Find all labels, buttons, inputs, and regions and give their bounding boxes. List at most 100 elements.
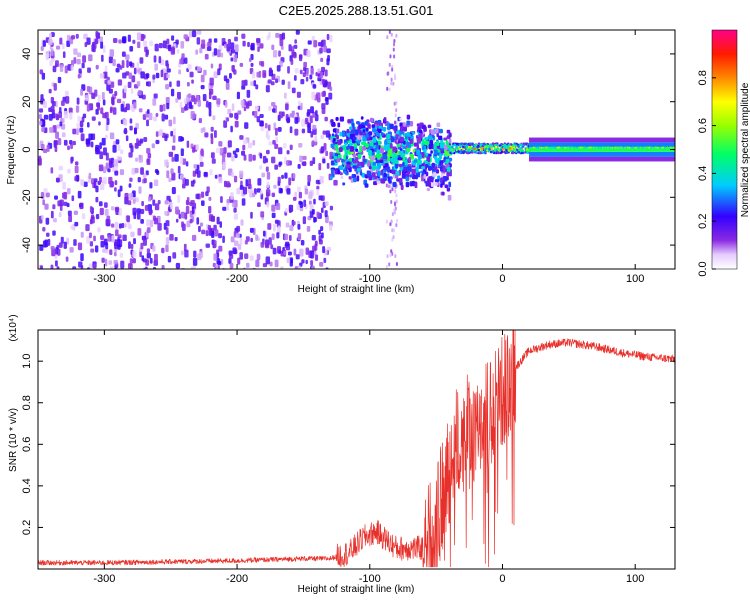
heatmap-cell [315,110,318,116]
heatmap-cell [405,176,410,182]
y-tick-label: 20 [21,96,33,108]
heatmap-cell [138,186,142,194]
heatmap-cell [360,116,364,120]
heatmap-cell [101,92,105,100]
heatmap-cell [212,262,216,268]
heatmap-cell [321,107,326,114]
heatmap-cell [393,39,396,44]
heatmap-cell [132,199,136,204]
heatmap-cell [374,125,378,130]
heatmap-cell [55,100,58,108]
heatmap-cell [112,59,116,67]
heatmap-cell [196,37,201,45]
heatmap-cell [575,146,578,149]
heatmap-cell [254,110,258,118]
heatmap-cell [233,213,239,220]
heatmap-cell [250,211,253,219]
heatmap-cell [399,148,403,152]
heatmap-cell [442,191,445,196]
heatmap-cell [424,137,429,141]
heatmap-cell [256,116,260,123]
heatmap-cell [145,259,150,266]
heatmap-cell [394,254,397,259]
heatmap-cell [311,91,316,100]
heatmap-cell [318,163,322,171]
heatmap-cell [185,161,189,167]
heatmap-cell [58,107,62,113]
heatmap-cell [45,217,50,225]
heatmap-cell [347,132,351,138]
heatmap-cell [95,31,99,38]
heatmap-cell [105,162,109,169]
heatmap-cell [477,142,481,145]
heatmap-cell [208,196,212,201]
heatmap-cell [71,35,76,40]
heatmap-cell [114,241,118,250]
heatmap-cell [43,100,47,108]
heatmap-cell [301,259,305,264]
heatmap-cell [431,162,435,168]
heatmap-cell [209,169,213,176]
heatmap-cell [292,196,297,201]
heatmap-cell [127,200,132,206]
heatmap-cell [123,119,128,126]
heatmap-cell [395,33,398,38]
heatmap-cell [593,146,596,149]
heatmap-cell [374,175,378,180]
heatmap-cell [154,63,158,71]
heatmap-cell [120,103,124,112]
heatmap-cell [41,72,46,80]
heatmap-cell [392,235,395,240]
heatmap-cell [143,267,147,269]
heatmap-cell [384,167,390,171]
heatmap-cell [43,114,49,120]
heatmap-cell [111,163,115,168]
heatmap-cell [349,126,353,130]
heatmap-cell [202,93,207,102]
heatmap-cell [159,104,164,112]
heatmap-cell [230,236,235,243]
heatmap-cell [95,196,99,203]
heatmap-cell [44,203,49,210]
heatmap-cell [284,172,288,179]
heatmap-cell [661,146,664,149]
heatmap-cell [462,145,465,149]
heatmap-cell [462,149,466,153]
heatmap-cell [63,201,68,206]
heatmap-cell [406,114,411,120]
heatmap-cell [116,155,122,161]
heatmap-cell [155,131,159,137]
heatmap-cell [154,179,159,187]
x-tick-label: -300 [93,273,115,285]
heatmap-cell [222,162,227,169]
heatmap-cell [108,158,112,166]
heatmap-cell [355,148,359,152]
heatmap-cell [179,101,183,109]
heatmap-cell [110,206,115,211]
heatmap-cell [403,140,406,145]
heatmap-cell [271,108,276,113]
heatmap-cell [268,106,272,111]
heatmap-cell [430,129,436,135]
heatmap-cell [361,161,365,168]
heatmap-cell [302,155,307,161]
heatmap-cell [287,81,291,90]
heatmap-cell [201,200,205,206]
heatmap-cell [446,129,451,134]
heatmap-cell [105,249,109,254]
heatmap-cell [180,40,185,49]
heatmap-cell [67,145,70,151]
heatmap-cell [376,180,381,184]
heatmap-cell [217,260,222,266]
heatmap-cell [260,193,264,200]
heatmap-cell [589,146,592,149]
heatmap-cell [433,149,438,156]
heatmap-cell [83,33,88,40]
heatmap-cell [312,157,316,165]
heatmap-cell [147,153,152,159]
heatmap-cell [197,66,201,72]
heatmap-cell [344,150,348,157]
heatmap-cell [240,180,243,187]
x-tick-label: 0 [499,273,505,285]
heatmap-cell [291,110,295,118]
